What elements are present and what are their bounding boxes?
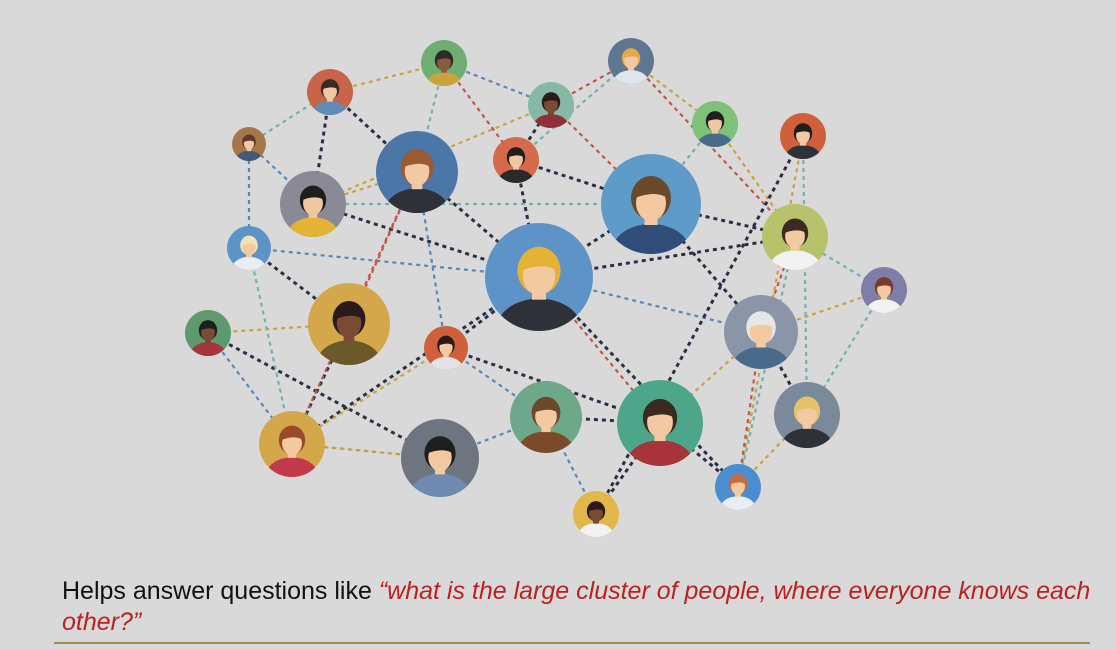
person-avatar [185,310,231,356]
person-avatar [376,131,458,213]
person-avatar [401,419,479,497]
person-avatar [601,154,701,254]
person-avatar [493,137,539,183]
network-link [760,288,885,334]
person-avatar [692,101,738,147]
person-avatar [424,326,468,370]
person-avatar [724,295,798,369]
social-network-illustration [185,38,907,537]
person-avatar [774,382,840,448]
caption-lead: Helps answer questions like [62,577,379,605]
caption: Helps answer questions like “what is the… [62,576,1102,638]
person-avatar [259,411,325,477]
person-avatar [608,38,654,84]
person-avatar [232,127,266,161]
person-avatar [780,113,826,159]
person-avatar [510,381,582,453]
person-avatar [308,283,390,365]
caption-quote: “what is the large cluster of people, wh… [62,577,1091,636]
person-avatar [485,223,593,331]
network-link [630,60,796,238]
person-avatar [715,464,761,510]
network-link [247,247,294,445]
network-link [538,275,762,334]
network-link [538,202,652,279]
person-avatar [280,171,346,237]
person-avatar [421,40,467,86]
person-avatar [573,491,619,537]
network-link [801,135,809,416]
network-people [185,38,907,537]
person-avatar [528,82,574,128]
person-avatar [617,380,703,466]
network-link [291,347,447,445]
network-link [291,171,418,445]
person-avatar [307,69,353,115]
network-link [515,60,632,161]
network-link [207,331,441,460]
person-avatar [227,226,271,270]
person-avatar [762,204,828,270]
person-avatar [861,267,907,313]
network-link [415,171,448,349]
caption-rule [54,642,1090,644]
